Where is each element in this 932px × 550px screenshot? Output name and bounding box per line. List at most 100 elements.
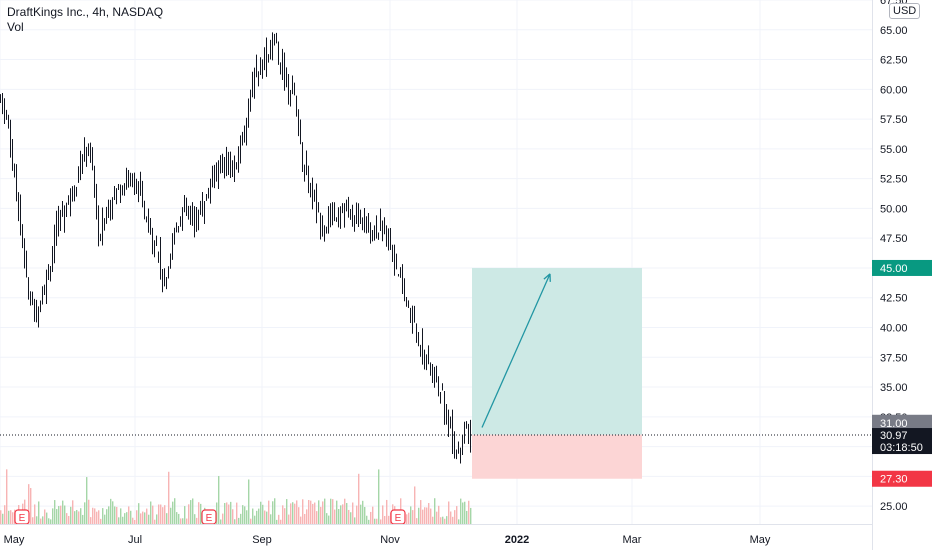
- volume-bar: [126, 512, 128, 524]
- volume-bar: [238, 517, 240, 524]
- price-tick-label: 42.50: [880, 293, 908, 305]
- volume-bar: [186, 518, 188, 524]
- volume-bar: [454, 510, 456, 524]
- price-tick-label: 47.50: [880, 233, 908, 245]
- volume-bar: [84, 502, 86, 524]
- volume-bar: [62, 500, 64, 524]
- volume-bar: [232, 509, 234, 524]
- volume-bar: [120, 508, 122, 524]
- volume-bar: [436, 511, 438, 524]
- earnings-marker[interactable]: E: [390, 509, 406, 525]
- volume-bar: [184, 506, 186, 524]
- volume-bar: [2, 513, 4, 524]
- volume-bar: [118, 517, 120, 524]
- volume-bars: [0, 469, 472, 524]
- volume-bar: [124, 513, 126, 524]
- volume-bar: [418, 507, 420, 524]
- volume-bar: [434, 498, 436, 524]
- entry-price-badge-bg: [872, 414, 932, 431]
- currency-badge[interactable]: USD: [889, 3, 921, 19]
- volume-bar: [50, 519, 52, 524]
- volume-bar: [68, 515, 70, 524]
- volume-bar: [284, 508, 286, 524]
- volume-bar: [248, 479, 250, 524]
- volume-bar: [94, 508, 96, 524]
- volume-bar: [172, 501, 174, 524]
- volume-bar: [0, 510, 2, 524]
- volume-bar: [150, 501, 152, 524]
- stop-price-badge-bg: [872, 470, 932, 487]
- volume-bar: [368, 519, 370, 524]
- volume-bar: [416, 518, 418, 524]
- volume-bar: [408, 512, 410, 524]
- volume-bar: [154, 519, 156, 524]
- volume-bar: [160, 504, 162, 524]
- volume-bar: [216, 502, 218, 524]
- volume-bar: [222, 513, 224, 524]
- volume-bar: [148, 514, 150, 524]
- time-axis[interactable]: May Jul Sep Nov 2022 Mar May: [0, 524, 872, 547]
- volume-bar: [432, 516, 434, 524]
- volume-bar: [326, 513, 328, 524]
- volume-bar: [446, 516, 448, 524]
- entry-price-badge: 31.00: [880, 418, 908, 430]
- trend-arrow: [481, 273, 551, 428]
- volume-bar: [122, 516, 124, 524]
- volume-bar: [40, 518, 42, 524]
- time-tick-label: Mar: [623, 534, 642, 546]
- volume-bar: [364, 506, 366, 524]
- volume-bar: [460, 498, 462, 524]
- volume-legend-label[interactable]: Vol: [7, 20, 24, 34]
- volume-bar: [410, 506, 412, 524]
- volume-bar: [412, 510, 414, 524]
- volume-bar: [196, 517, 198, 524]
- volume-bar: [268, 500, 270, 524]
- volume-bar: [66, 513, 68, 524]
- volume-bar: [6, 469, 8, 524]
- volume-bar: [242, 505, 244, 524]
- volume-bar: [112, 501, 114, 524]
- volume-bar: [290, 503, 292, 524]
- volume-bar: [58, 506, 60, 524]
- stop-price-badge: 27.30: [880, 474, 908, 486]
- time-tick-label: May: [750, 534, 771, 546]
- volume-bar: [156, 514, 158, 524]
- time-tick-label: Jul: [128, 534, 142, 546]
- volume-bar: [72, 500, 74, 524]
- volume-bar: [294, 503, 296, 524]
- volume-bar: [316, 511, 318, 524]
- volume-bar: [452, 516, 454, 524]
- volume-bar: [38, 501, 40, 524]
- volume-bar: [292, 502, 294, 524]
- volume-bar: [378, 469, 380, 524]
- target-price-badge: 45.00: [880, 263, 908, 275]
- volume-bar: [312, 503, 314, 524]
- volume-bar: [78, 511, 80, 524]
- long-position-tool[interactable]: [472, 267, 642, 479]
- volume-bar: [52, 508, 54, 524]
- volume-bar: [334, 509, 336, 524]
- volume-bar: [466, 510, 468, 524]
- volume-bar: [110, 498, 112, 524]
- stop-zone: [472, 434, 642, 479]
- volume-bar: [82, 514, 84, 524]
- volume-bar: [350, 512, 352, 524]
- symbol-title[interactable]: DraftKings Inc., 4h, NASDAQ: [7, 5, 164, 19]
- volume-bar: [152, 505, 154, 524]
- volume-bar: [28, 484, 30, 524]
- earnings-marker[interactable]: E: [201, 509, 217, 525]
- volume-bar: [258, 508, 260, 524]
- volume-bar: [372, 506, 374, 524]
- volume-bar: [266, 511, 268, 524]
- price-tick-label: 25.00: [880, 501, 908, 513]
- volume-bar: [332, 499, 334, 524]
- volume-bar: [444, 518, 446, 524]
- volume-bar: [166, 513, 168, 524]
- volume-bar: [98, 510, 100, 524]
- volume-bar: [8, 510, 10, 524]
- earnings-marker[interactable]: E: [14, 509, 30, 525]
- volume-bar: [344, 498, 346, 524]
- volume-bar: [424, 507, 426, 524]
